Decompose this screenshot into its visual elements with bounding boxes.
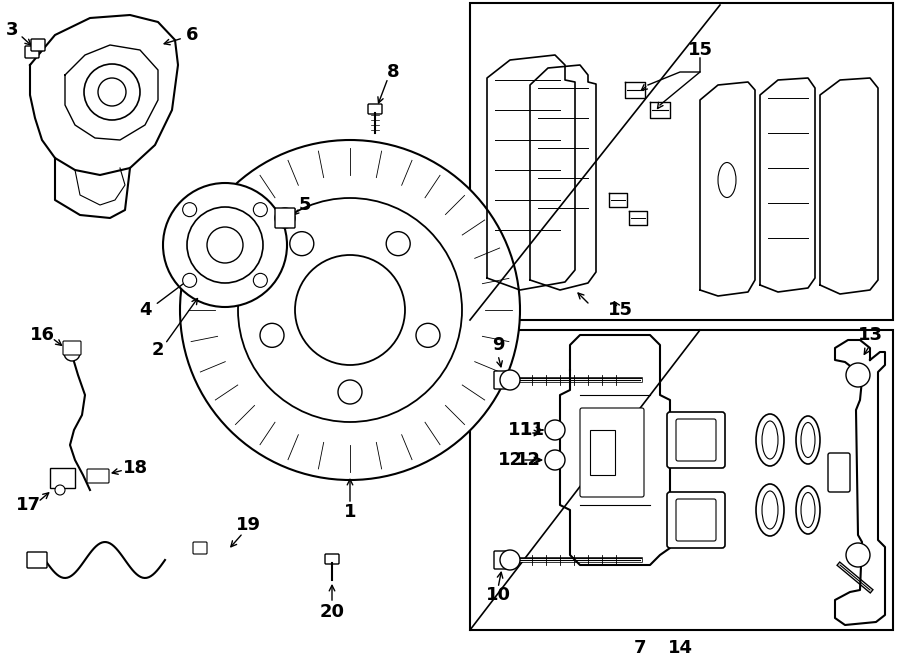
Text: 17: 17 [15, 496, 40, 514]
Ellipse shape [801, 422, 815, 457]
Ellipse shape [796, 416, 820, 464]
FancyBboxPatch shape [828, 453, 850, 492]
FancyBboxPatch shape [580, 408, 644, 497]
Circle shape [254, 273, 267, 287]
Text: 8: 8 [387, 63, 400, 81]
Ellipse shape [796, 486, 820, 534]
Text: 18: 18 [122, 459, 148, 477]
Ellipse shape [756, 414, 784, 466]
Ellipse shape [718, 162, 736, 197]
FancyBboxPatch shape [667, 492, 725, 548]
Circle shape [846, 543, 870, 567]
Text: 13: 13 [858, 326, 883, 344]
FancyBboxPatch shape [325, 554, 339, 564]
Ellipse shape [762, 421, 778, 459]
Circle shape [290, 232, 314, 256]
Circle shape [183, 273, 196, 287]
Text: 15: 15 [608, 301, 633, 319]
FancyBboxPatch shape [368, 104, 382, 114]
Text: 11: 11 [519, 421, 544, 439]
FancyBboxPatch shape [193, 542, 207, 554]
Ellipse shape [756, 484, 784, 536]
Circle shape [187, 207, 263, 283]
Circle shape [275, 208, 295, 228]
FancyBboxPatch shape [494, 551, 512, 569]
Text: 1: 1 [344, 503, 356, 521]
Circle shape [416, 323, 440, 348]
Text: 19: 19 [236, 516, 260, 534]
Circle shape [295, 255, 405, 365]
Circle shape [545, 450, 565, 470]
Text: 4: 4 [139, 301, 151, 319]
FancyBboxPatch shape [25, 46, 39, 58]
Circle shape [338, 380, 362, 404]
Text: 11: 11 [508, 421, 533, 439]
Bar [470, 3, 893, 320]
Circle shape [180, 140, 520, 480]
FancyBboxPatch shape [494, 371, 512, 389]
FancyBboxPatch shape [27, 552, 47, 568]
Circle shape [254, 203, 267, 216]
Circle shape [500, 370, 520, 390]
FancyBboxPatch shape [31, 39, 45, 51]
FancyBboxPatch shape [676, 419, 716, 461]
FancyBboxPatch shape [87, 469, 109, 483]
FancyBboxPatch shape [275, 208, 295, 228]
FancyBboxPatch shape [63, 341, 81, 355]
Circle shape [545, 420, 565, 440]
Circle shape [260, 323, 284, 348]
Bar [590, 430, 615, 475]
Ellipse shape [762, 491, 778, 529]
Circle shape [55, 485, 65, 495]
Text: 10: 10 [485, 586, 510, 604]
Circle shape [84, 64, 140, 120]
Text: 16: 16 [30, 326, 55, 344]
Text: 7: 7 [634, 639, 646, 657]
Circle shape [183, 203, 196, 216]
Circle shape [846, 363, 870, 387]
Text: 12: 12 [516, 451, 541, 469]
Text: 12: 12 [498, 451, 523, 469]
Circle shape [207, 227, 243, 263]
Text: 3: 3 [5, 21, 18, 39]
Text: 5: 5 [299, 196, 311, 214]
Text: 6: 6 [185, 26, 198, 44]
Text: 15: 15 [688, 41, 713, 59]
Ellipse shape [801, 493, 815, 528]
Circle shape [238, 198, 462, 422]
Text: 14: 14 [668, 639, 692, 657]
Bar [50, 468, 75, 488]
Circle shape [500, 550, 520, 570]
Text: 2: 2 [152, 341, 165, 359]
Text: 9: 9 [491, 336, 504, 354]
FancyBboxPatch shape [667, 412, 725, 468]
Bar [470, 330, 893, 630]
FancyBboxPatch shape [676, 499, 716, 541]
Circle shape [386, 232, 410, 256]
Circle shape [163, 183, 287, 307]
Text: 20: 20 [320, 603, 345, 621]
Circle shape [64, 345, 80, 361]
Circle shape [98, 78, 126, 106]
